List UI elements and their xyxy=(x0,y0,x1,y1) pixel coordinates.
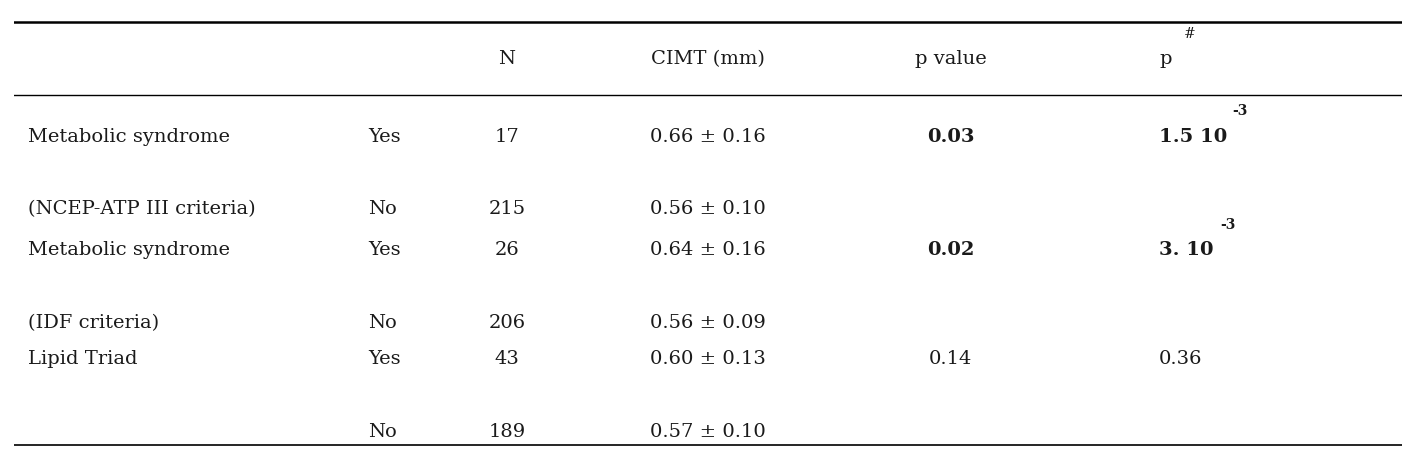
Text: 0.60 ± 0.13: 0.60 ± 0.13 xyxy=(650,350,766,368)
Text: p value: p value xyxy=(915,50,987,68)
Text: 0.03: 0.03 xyxy=(927,127,974,145)
Text: Lipid Triad: Lipid Triad xyxy=(28,350,137,368)
Text: p: p xyxy=(1158,50,1171,68)
Text: 43: 43 xyxy=(494,350,520,368)
Text: 0.14: 0.14 xyxy=(929,350,973,368)
Text: 1.5 10: 1.5 10 xyxy=(1158,127,1228,145)
Text: 3. 10: 3. 10 xyxy=(1158,241,1214,259)
Text: 0.56 ± 0.09: 0.56 ± 0.09 xyxy=(650,313,766,331)
Text: 189: 189 xyxy=(489,422,525,440)
Text: No: No xyxy=(368,200,396,218)
Text: 0.64 ± 0.16: 0.64 ± 0.16 xyxy=(650,241,766,259)
Text: (NCEP-ATP III criteria): (NCEP-ATP III criteria) xyxy=(28,200,256,218)
Text: 0.02: 0.02 xyxy=(927,241,974,259)
Text: Yes: Yes xyxy=(368,127,401,145)
Text: Metabolic syndrome: Metabolic syndrome xyxy=(28,241,229,259)
Text: 26: 26 xyxy=(494,241,520,259)
Text: No: No xyxy=(368,313,396,331)
Text: 206: 206 xyxy=(489,313,525,331)
Text: 0.56 ± 0.10: 0.56 ± 0.10 xyxy=(650,200,766,218)
Text: (IDF criteria): (IDF criteria) xyxy=(28,313,159,331)
Text: No: No xyxy=(368,422,396,440)
Text: 0.66 ± 0.16: 0.66 ± 0.16 xyxy=(650,127,766,145)
Text: 0.57 ± 0.10: 0.57 ± 0.10 xyxy=(650,422,766,440)
Text: N: N xyxy=(498,50,515,68)
Text: 0.36: 0.36 xyxy=(1158,350,1202,368)
Text: -3: -3 xyxy=(1232,104,1247,118)
Text: Yes: Yes xyxy=(368,350,401,368)
Text: 17: 17 xyxy=(494,127,520,145)
Text: Metabolic syndrome: Metabolic syndrome xyxy=(28,127,229,145)
Text: -3: -3 xyxy=(1221,218,1235,232)
Text: CIMT (mm): CIMT (mm) xyxy=(651,50,765,68)
Text: 215: 215 xyxy=(489,200,525,218)
Text: Yes: Yes xyxy=(368,241,401,259)
Text: #: # xyxy=(1184,27,1195,41)
